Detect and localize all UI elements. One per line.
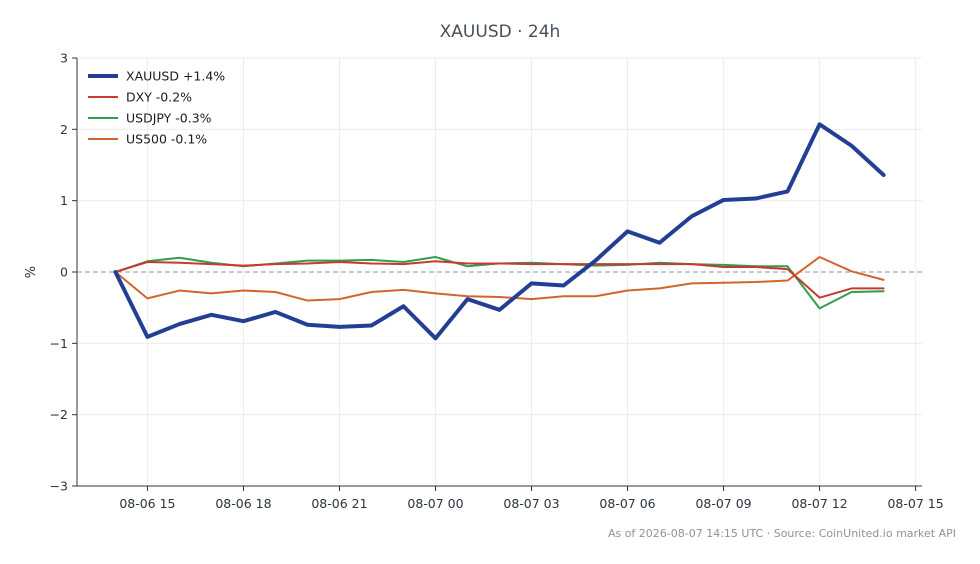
series-line-4	[114, 256, 885, 302]
x-tick-label: 08-07 12	[791, 496, 847, 511]
x-tick-label: 08-07 09	[695, 496, 751, 511]
series-line-2	[114, 260, 885, 299]
grid-lines	[77, 57, 922, 487]
y-axis-label: %	[24, 266, 39, 278]
series-line-1	[113, 122, 886, 341]
x-tick-label: 08-07 15	[887, 496, 943, 511]
x-tick-label: 08-07 06	[599, 496, 655, 511]
y-tick-label: 3	[60, 51, 68, 66]
legend-label: USDJPY -0.3%	[126, 111, 212, 126]
y-tick-label: −3	[50, 479, 68, 494]
x-tick-label: 08-06 21	[311, 496, 367, 511]
x-tick-label: 08-07 00	[407, 496, 463, 511]
legend: XAUUSD +1.4% DXY -0.2% USDJPY -0.3% US500 -…	[88, 69, 225, 147]
y-tick-label: 1	[60, 193, 68, 208]
x-tick-label: 08-06 15	[119, 496, 175, 511]
x-tick-label: 08-07 03	[503, 496, 559, 511]
y-tick-label: 0	[60, 265, 68, 280]
y-tick-label: 2	[60, 122, 68, 137]
footer-source-note: As of 2026-08-07 14:15 UTC · Source: Coi…	[608, 527, 956, 540]
legend-label: DXY -0.2%	[126, 90, 192, 105]
chart-title: XAUUSD · 24h	[440, 22, 561, 42]
legend-label: US500 -0.1%	[126, 132, 207, 147]
axes: −3 −2 −1 0 1 2 3 08-06 15 08-06 18 08-06 21 08-07 …	[50, 51, 944, 512]
x-tick-label: 08-06 18	[215, 496, 271, 511]
y-tick-label: −1	[50, 336, 68, 351]
legend-label: XAUUSD +1.4%	[126, 69, 225, 84]
y-tick-label: −2	[50, 407, 68, 422]
series-lines	[113, 122, 886, 341]
